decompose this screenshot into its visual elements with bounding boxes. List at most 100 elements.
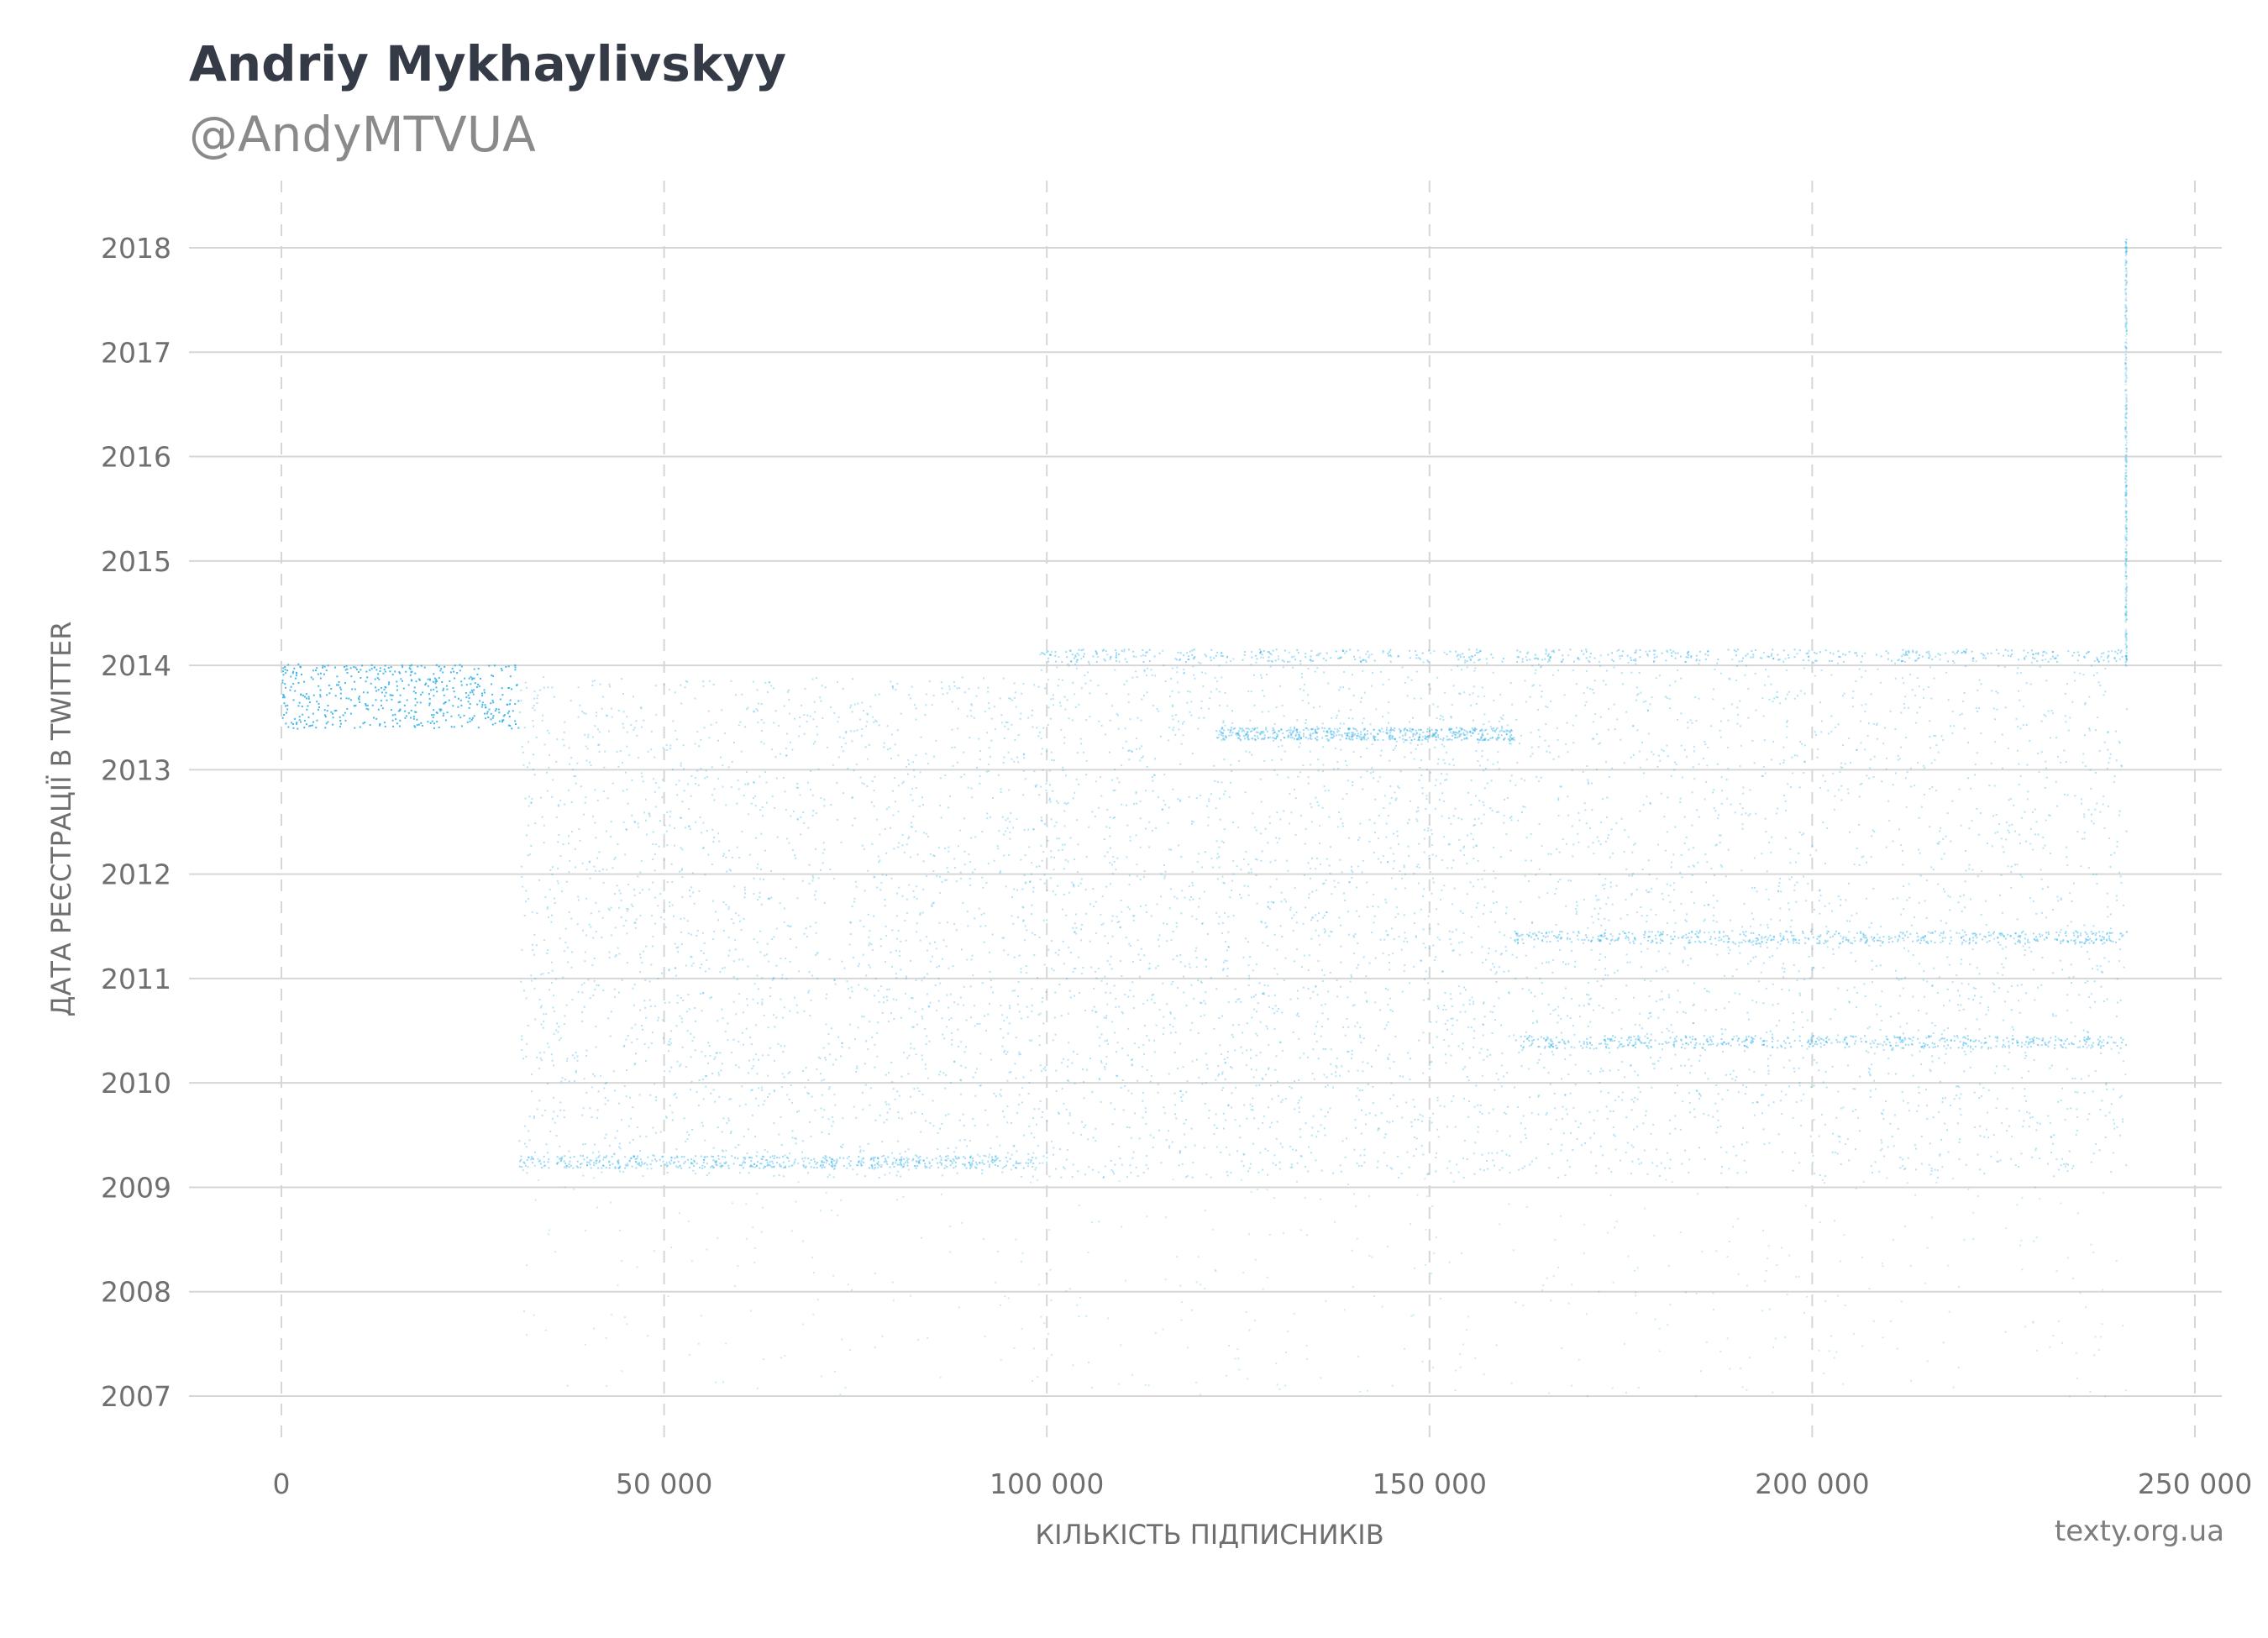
scatter-point: [1250, 1108, 1252, 1110]
scatter-point: [530, 845, 533, 847]
scatter-point: [738, 1144, 740, 1146]
scatter-point: [948, 1113, 950, 1116]
scatter-point: [781, 1086, 784, 1089]
scatter-point: [379, 667, 381, 669]
scatter-point: [1503, 822, 1505, 824]
scatter-point: [1170, 848, 1173, 851]
scatter-point: [627, 1035, 629, 1037]
scatter-point: [1048, 769, 1051, 772]
scatter-point: [1471, 996, 1473, 999]
scatter-point: [1046, 1120, 1048, 1122]
scatter-point: [1221, 1053, 1223, 1056]
scatter-point: [564, 1015, 566, 1017]
scatter-point: [1006, 827, 1009, 829]
scatter-point: [1441, 970, 1444, 973]
scatter-point: [874, 1119, 877, 1121]
scatter-point: [1254, 826, 1257, 828]
scatter-point: [1403, 864, 1405, 867]
scatter-point: [1392, 1094, 1394, 1096]
scatter-point: [975, 695, 978, 697]
scatter-point: [1225, 1119, 1227, 1121]
scatter-point: [714, 1100, 717, 1103]
scatter-point: [484, 691, 486, 694]
scatter-point: [540, 1023, 543, 1026]
scatter-point: [1337, 710, 1340, 712]
scatter-point: [1068, 891, 1070, 894]
scatter-point: [682, 744, 685, 747]
scatter-point: [1392, 868, 1394, 870]
scatter-point: [1494, 877, 1497, 879]
scatter-point: [1142, 1044, 1145, 1047]
scatter-point: [1881, 1112, 1882, 1115]
scatter-point: [911, 997, 914, 1000]
scatter-point: [1165, 1139, 1168, 1142]
scatter-point: [915, 718, 917, 721]
scatter-point: [1577, 938, 1579, 941]
scatter-point: [937, 847, 940, 849]
scatter-point: [749, 1037, 752, 1038]
scatter-point: [832, 1165, 834, 1167]
scatter-point: [798, 1110, 801, 1112]
scatter-point: [1327, 1018, 1329, 1021]
scatter-point: [819, 1058, 822, 1060]
scatter-point: [1079, 939, 1082, 942]
scatter-point: [1126, 1126, 1129, 1128]
scatter-point: [1011, 896, 1014, 899]
scatter-point: [958, 687, 961, 689]
scatter-point: [1319, 825, 1321, 827]
scatter-point: [381, 686, 382, 689]
scatter-point: [1404, 932, 1406, 934]
scatter-point: [1131, 676, 1134, 679]
scatter-point: [1299, 1136, 1302, 1138]
scatter-point: [1136, 748, 1137, 750]
scatter-point: [1462, 932, 1465, 934]
scatter-point: [1290, 811, 1293, 814]
scatter-point: [1089, 663, 1091, 665]
scatter-point: [349, 667, 352, 669]
scatter-point: [1360, 776, 1362, 779]
scatter-point: [852, 1168, 854, 1171]
scatter-point: [521, 1035, 523, 1037]
scatter-point: [955, 929, 958, 932]
scatter-point: [1355, 1095, 1357, 1097]
scatter-point: [1347, 780, 1349, 782]
scatter-point: [394, 713, 396, 716]
scatter-point: [1192, 821, 1194, 823]
scatter-point: [1965, 1163, 1967, 1166]
scatter-point: [1135, 738, 1137, 739]
scatter-point: [942, 693, 944, 696]
scatter-point: [1308, 893, 1310, 895]
scatter-point: [823, 805, 826, 807]
scatter-point: [594, 789, 596, 791]
scatter-point: [1316, 801, 1319, 803]
scatter-point: [688, 825, 690, 827]
scatter-point: [1500, 1064, 1503, 1067]
scatter-point: [1439, 1105, 1441, 1107]
scatter-point: [690, 933, 692, 936]
scatter-point: [891, 965, 894, 968]
scatter-point: [1452, 931, 1454, 933]
scatter-point: [1053, 825, 1056, 827]
scatter-point: [873, 915, 875, 917]
scatter-point: [312, 669, 314, 672]
scatter-point: [663, 833, 665, 836]
scatter-point: [1222, 881, 1225, 884]
scatter-point: [1168, 1130, 1170, 1132]
scatter-point: [801, 879, 804, 882]
scatter-point: [322, 666, 323, 669]
scatter-point: [1368, 1112, 1371, 1115]
scatter-point: [1461, 941, 1463, 943]
scatter-point: [1265, 1074, 1268, 1076]
scatter-point: [759, 775, 761, 778]
scatter-point: [979, 750, 981, 753]
scatter-point: [1261, 850, 1263, 853]
scatter-point: [1006, 1079, 1009, 1082]
scatter-point: [383, 668, 386, 670]
scatter-point: [851, 740, 853, 743]
scatter-point: [478, 685, 480, 688]
scatter-point: [1232, 1036, 1235, 1038]
scatter-point: [1040, 669, 1042, 671]
scatter-point: [1385, 1024, 1388, 1026]
scatter-point: [715, 911, 717, 913]
scatter-point: [1439, 718, 1441, 720]
